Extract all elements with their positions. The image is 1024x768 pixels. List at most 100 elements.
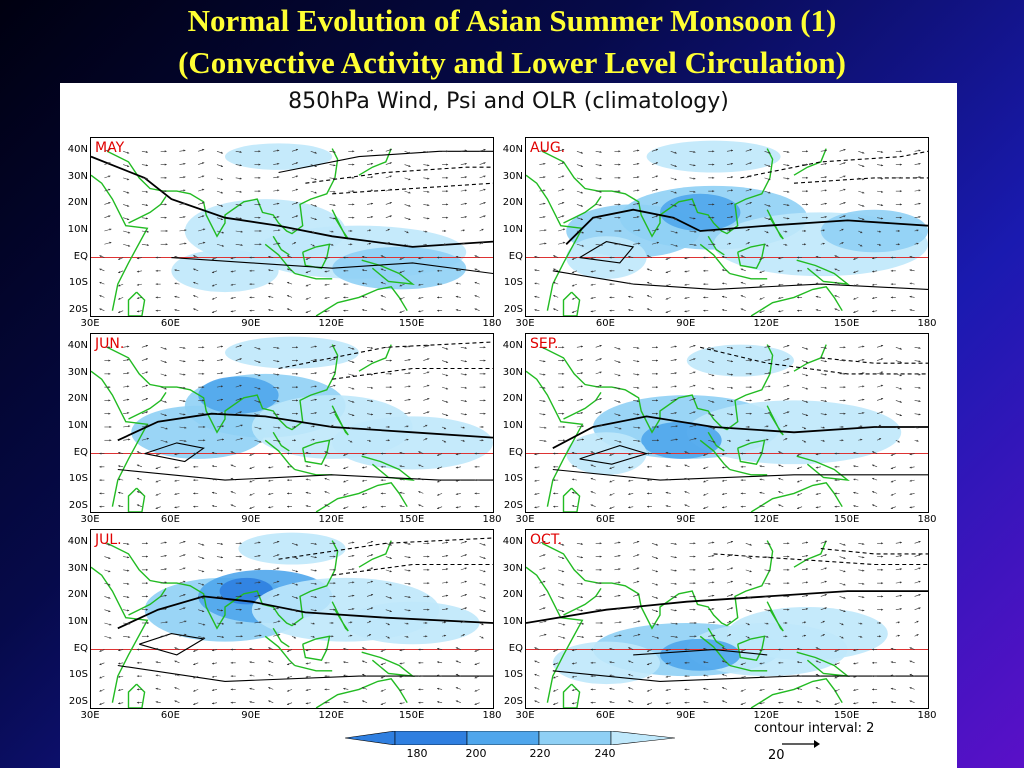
wind-arrowhead — [890, 687, 893, 690]
wind-arrowhead — [464, 360, 467, 363]
wind-arrowhead — [462, 229, 465, 232]
wind-arrowhead — [418, 648, 421, 651]
wind-arrowhead — [590, 270, 593, 273]
wind-arrowhead — [399, 702, 402, 705]
wind-arrowhead — [543, 346, 546, 350]
wind-arrowhead — [768, 569, 771, 572]
coastline — [294, 664, 333, 672]
wind-arrowhead — [918, 360, 921, 363]
wind-arrowhead — [730, 567, 733, 570]
psi-contour — [579, 445, 649, 465]
wind-arrowhead — [890, 701, 893, 704]
wind-arrowhead — [880, 344, 884, 347]
wind-arrowhead — [108, 570, 111, 573]
lat-tick-label: 20S — [68, 499, 88, 511]
wind-arrowhead — [712, 190, 715, 193]
wind-arrowhead — [618, 150, 621, 153]
wind-arrowhead — [637, 540, 640, 543]
wind-arrowhead — [822, 620, 825, 623]
wind-arrowhead — [712, 347, 715, 350]
coastline — [272, 235, 290, 256]
wind-arrowhead — [240, 424, 243, 427]
wind-arrowhead — [862, 398, 865, 401]
wind-arrowhead — [797, 687, 800, 690]
psi-contour — [91, 155, 493, 248]
wind-arrowhead — [136, 270, 140, 273]
wind-arrowhead — [193, 452, 196, 455]
wind-arrowhead — [99, 255, 102, 258]
wind-arrowhead — [249, 283, 252, 286]
wind-arrowhead — [258, 414, 261, 417]
wind-arrowhead — [646, 702, 650, 705]
wind-arrowhead — [609, 283, 612, 286]
wind-arrowhead — [277, 215, 280, 219]
wind-arrowhead — [797, 674, 800, 677]
wind-arrowhead — [655, 556, 658, 559]
wind-arrowhead — [740, 689, 743, 692]
wind-arrowhead — [618, 203, 621, 206]
wind-arrowhead — [165, 229, 168, 233]
wind-arrowhead — [165, 634, 168, 637]
wind-arrowhead — [202, 346, 205, 349]
wind-arrowhead — [474, 663, 477, 666]
wind-arrowhead — [768, 151, 771, 154]
wind-arrowhead — [427, 608, 430, 611]
wind-arrowhead — [759, 491, 762, 494]
wind-arrowhead — [239, 190, 242, 193]
wind-arrowhead — [427, 568, 430, 571]
wind-arrowhead — [464, 580, 467, 583]
wind-arrowhead — [637, 360, 640, 363]
wind-arrowhead — [174, 479, 177, 482]
wind-arrowhead — [534, 255, 537, 258]
wind-arrowhead — [258, 190, 261, 193]
wind-arrowhead — [220, 609, 223, 612]
wind-arrowhead — [155, 674, 158, 677]
wind-arrowhead — [324, 296, 327, 300]
wind-arrowhead — [314, 582, 317, 585]
wind-arrowhead — [674, 218, 677, 221]
wind-arrowhead — [703, 687, 706, 690]
wind-arrowhead — [118, 505, 121, 508]
wind-arrowhead — [787, 204, 790, 207]
wind-arrowhead — [118, 284, 121, 287]
wind-arrowhead — [693, 150, 696, 154]
wind-arrowhead — [437, 506, 440, 509]
wind-arrowhead — [464, 413, 467, 416]
wind-arrowhead — [211, 688, 215, 692]
wind-arrowhead — [483, 372, 486, 375]
wind-arrowhead — [768, 398, 771, 401]
wind-arrowhead — [324, 661, 327, 664]
wind-arrowhead — [740, 649, 743, 652]
wind-arrowhead — [684, 270, 687, 273]
wind-arrowhead — [145, 164, 148, 167]
wind-arrowhead — [693, 190, 696, 193]
wind-arrowhead — [571, 675, 575, 678]
wind-arrowhead — [362, 479, 365, 482]
wind-arrowhead — [174, 506, 177, 509]
wind-arrowhead — [399, 505, 402, 508]
lon-tick-label: 150E — [833, 318, 860, 329]
wind-arrowhead — [174, 660, 177, 663]
coastline — [127, 487, 146, 512]
wind-arrowhead — [155, 647, 158, 650]
coastline — [302, 243, 331, 269]
wind-arrowhead — [759, 465, 762, 468]
wind-arrowhead — [815, 269, 818, 272]
wind-arrowhead — [580, 582, 583, 585]
wind-arrowhead — [916, 634, 919, 637]
wind-vectors — [534, 148, 921, 313]
wind-arrowhead — [464, 149, 467, 152]
wind-arrowhead — [108, 175, 111, 178]
wind-arrowhead — [445, 374, 449, 377]
wind-arrowhead — [785, 621, 788, 625]
wind-arrowhead — [474, 479, 477, 482]
wind-arrowhead — [427, 190, 430, 193]
wind-arrowhead — [183, 400, 186, 403]
wind-arrowhead — [155, 480, 158, 483]
wind-arrowhead — [872, 688, 875, 691]
wind-arrowhead — [474, 689, 477, 692]
wind-arrowhead — [862, 358, 865, 361]
wind-arrowhead — [862, 151, 865, 154]
wind-arrowhead — [730, 215, 733, 219]
wind-arrowhead — [174, 309, 177, 312]
